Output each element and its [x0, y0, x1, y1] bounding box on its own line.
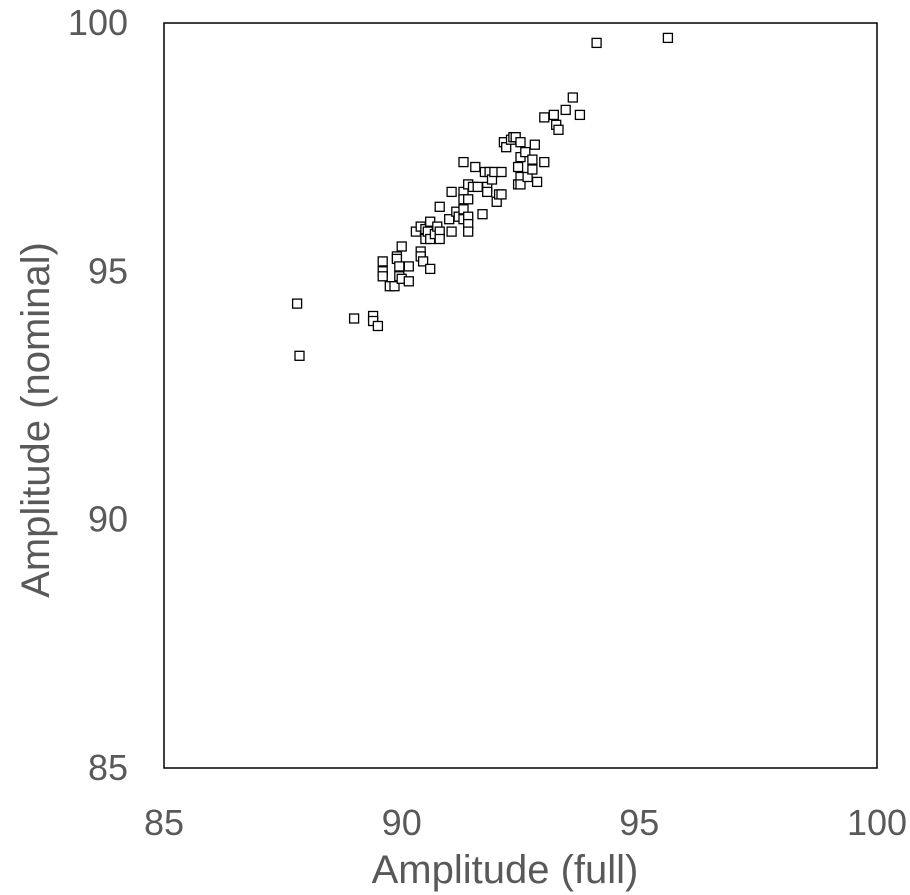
data-point-2	[348, 313, 360, 324]
data-point-80	[531, 176, 543, 188]
x-tick-label-3: 100	[847, 802, 907, 843]
data-point-40	[458, 156, 469, 168]
data-point-74	[515, 179, 526, 190]
data-point-53	[477, 209, 488, 220]
data-point-52	[472, 181, 483, 193]
data-point-36	[446, 226, 457, 237]
data-point-82	[539, 156, 550, 168]
data-point-32	[434, 201, 445, 212]
y-axis-tick-labels: 85 90 95 100	[68, 2, 128, 788]
data-point-62	[496, 189, 507, 200]
data-point-69	[512, 161, 524, 173]
data-point-71	[515, 137, 526, 148]
data-point-86	[560, 104, 571, 116]
data-point-87	[567, 92, 578, 103]
data-point-13	[394, 261, 405, 272]
y-tick-label-1: 90	[88, 499, 128, 540]
data-point-0	[291, 298, 303, 309]
data-point-23	[417, 256, 429, 267]
data-point-8	[377, 271, 388, 282]
data-point-63	[496, 166, 507, 178]
data-point-51	[470, 161, 481, 173]
data-point-89	[591, 37, 602, 49]
data-point-46	[463, 194, 474, 205]
data-point-6	[377, 256, 388, 267]
data-point-90	[662, 32, 674, 44]
plot-area-frame	[163, 22, 878, 769]
data-point-49	[463, 226, 474, 237]
data-point-78	[527, 164, 538, 175]
data-point-29	[425, 263, 436, 275]
data-point-18	[403, 276, 414, 287]
data-point-1	[294, 350, 305, 361]
data-point-56	[482, 186, 493, 198]
data-point-81	[539, 112, 550, 123]
data-point-88	[574, 109, 586, 121]
data-point-5	[372, 320, 384, 332]
data-point-79	[529, 139, 540, 150]
x-tick-label-0: 85	[144, 802, 184, 843]
data-point-75	[520, 146, 531, 158]
data-point-83	[548, 109, 559, 121]
data-point-34	[434, 233, 445, 245]
x-tick-label-1: 90	[382, 802, 422, 843]
y-tick-label-0: 85	[88, 747, 128, 788]
y-tick-label-3: 100	[68, 2, 128, 43]
data-point-77	[527, 154, 538, 165]
x-axis-title: Amplitude (full)	[372, 848, 639, 892]
y-axis-title: Amplitude (nominal)	[14, 242, 58, 598]
y-tick-label-2: 95	[88, 250, 128, 291]
data-point-37	[446, 186, 457, 198]
data-points	[291, 32, 674, 361]
x-tick-label-2: 95	[619, 802, 659, 843]
x-axis-tick-labels: 85 90 95 100	[144, 802, 907, 843]
data-point-85	[553, 124, 564, 135]
data-point-15	[396, 241, 407, 252]
data-point-17	[403, 261, 414, 272]
data-point-10	[389, 281, 400, 292]
